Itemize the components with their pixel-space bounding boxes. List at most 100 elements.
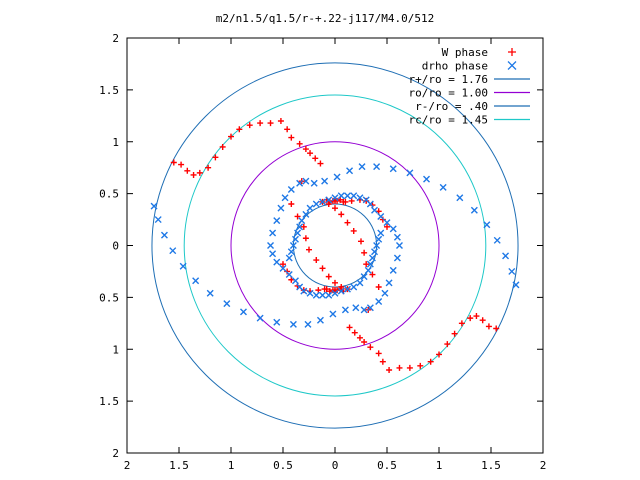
drho-phase-point-91 [364, 266, 372, 274]
drho-phase-point-8 [239, 308, 247, 316]
series-1 [150, 163, 520, 328]
w-phase-point-59 [417, 362, 424, 369]
w-phase-point-15 [288, 134, 295, 141]
w-phase-point-5 [205, 164, 212, 171]
y-tick-label-4: 0 [112, 240, 119, 253]
w-phase-point-12 [267, 120, 274, 127]
w-phase-point-75 [358, 238, 364, 245]
legend-label-0: W phase [442, 46, 488, 59]
reference-circle-1 [230, 141, 440, 350]
axes: 2 1.5 1 0.5 0 0.5 1 1.5 221.510.500.511.52 [99, 32, 546, 472]
drho-phase-point-66 [302, 177, 310, 185]
drho-phase-point-0 [150, 202, 158, 210]
drho-phase-point-45 [291, 235, 299, 243]
w-phase-point-24 [300, 223, 307, 230]
drho-phase-point-74 [269, 250, 277, 258]
w-phase-point-60 [406, 364, 413, 371]
w-phase-point-77 [344, 219, 351, 226]
w-phase-point-0 [170, 159, 177, 166]
w-phase-point-94 [294, 282, 301, 289]
w-phase-point-25 [302, 235, 309, 242]
w-phase-point-13 [277, 118, 284, 124]
data-series [150, 118, 520, 373]
drho-phase-point-53 [483, 221, 491, 229]
w-phase-point-74 [361, 249, 368, 256]
drho-phase-point-81 [306, 289, 314, 297]
drho-phase-point-19 [375, 298, 383, 306]
drho-phase-point-48 [285, 254, 293, 262]
drho-phase-point-12 [304, 320, 312, 328]
drho-phase-point-87 [343, 285, 351, 293]
drho-phase-point-21 [385, 279, 393, 287]
w-phase-point-17 [302, 146, 309, 153]
drho-phase-point-54 [470, 206, 478, 214]
legend-label-1: drho phase [422, 60, 488, 73]
drho-phase-point-83 [319, 291, 327, 299]
w-phase-point-64 [375, 350, 382, 357]
w-phase-point-69 [346, 324, 353, 331]
drho-phase-point-3 [169, 247, 177, 255]
drho-phase-point-6 [206, 289, 214, 297]
w-phase-point-27 [313, 257, 320, 264]
drho-phase-point-50 [508, 267, 516, 275]
w-phase-point-89 [332, 287, 338, 294]
w-phase-point-56 [444, 341, 451, 348]
drho-phase-point-85 [331, 289, 339, 297]
w-phase-point-97 [280, 261, 286, 268]
drho-phase-point-22 [389, 266, 397, 274]
w-phase-point-4 [196, 169, 203, 176]
drho-phase-point-97 [377, 229, 385, 237]
drho-phase-point-31 [362, 196, 370, 204]
w-phase-point-26 [306, 246, 312, 253]
series-0 [170, 118, 500, 373]
drho-phase-point-89 [356, 279, 364, 287]
drho-phase-point-95 [373, 242, 381, 249]
w-phase-point-71 [375, 284, 382, 290]
drho-phase-point-14 [329, 310, 337, 318]
drho-phase-point-38 [319, 198, 327, 206]
drho-phase-point-15 [341, 306, 349, 314]
w-phase-point-7 [219, 143, 226, 150]
w-phase-point-79 [332, 205, 338, 212]
w-phase-point-62 [386, 367, 393, 373]
x-tick-label-2: 1 [228, 459, 235, 472]
y-tick-label-6: 1 [112, 136, 119, 149]
drho-phase-point-7 [223, 300, 231, 308]
legend-symbol-1 [507, 61, 517, 70]
w-phase-point-76 [350, 227, 357, 234]
drho-phase-point-47 [287, 248, 295, 256]
w-phase-point-72 [369, 271, 376, 278]
w-phase-point-93 [300, 287, 307, 294]
drho-phase-point-56 [439, 183, 447, 191]
w-phase-point-68 [351, 329, 358, 336]
drho-phase-point-25 [393, 233, 401, 241]
legend-label-4: r-/ro = .40 [415, 100, 488, 113]
drho-phase-point-43 [296, 223, 304, 231]
drho-phase-point-84 [325, 291, 333, 299]
w-phase-point-22 [288, 201, 295, 207]
x-tick-label-5: 0.5 [377, 459, 397, 472]
drho-phase-point-35 [337, 192, 345, 200]
drho-phase-point-36 [331, 194, 339, 202]
w-phase-point-45 [369, 202, 376, 209]
drho-phase-point-68 [287, 185, 295, 193]
drho-phase-point-29 [371, 206, 379, 214]
w-phase-point-54 [458, 320, 465, 327]
drho-phase-point-40 [306, 204, 314, 212]
w-phase-point-2 [184, 167, 191, 174]
w-phase-point-8 [228, 133, 234, 140]
drho-phase-point-92 [366, 260, 374, 268]
w-phase-point-46 [375, 208, 382, 215]
drho-phase-point-55 [456, 194, 464, 202]
reference-circles [151, 62, 519, 429]
drho-phase-point-2 [160, 231, 168, 239]
w-phase-point-90 [323, 286, 330, 293]
drho-phase-point-86 [337, 287, 345, 295]
drho-phase-point-94 [371, 248, 379, 256]
y-tick-label-3: 0.5 [99, 291, 119, 304]
w-phase-point-96 [284, 268, 291, 275]
drho-phase-point-41 [302, 210, 310, 218]
drho-phase-point-24 [395, 242, 403, 249]
x-tick-label-7: 1.5 [481, 459, 501, 472]
